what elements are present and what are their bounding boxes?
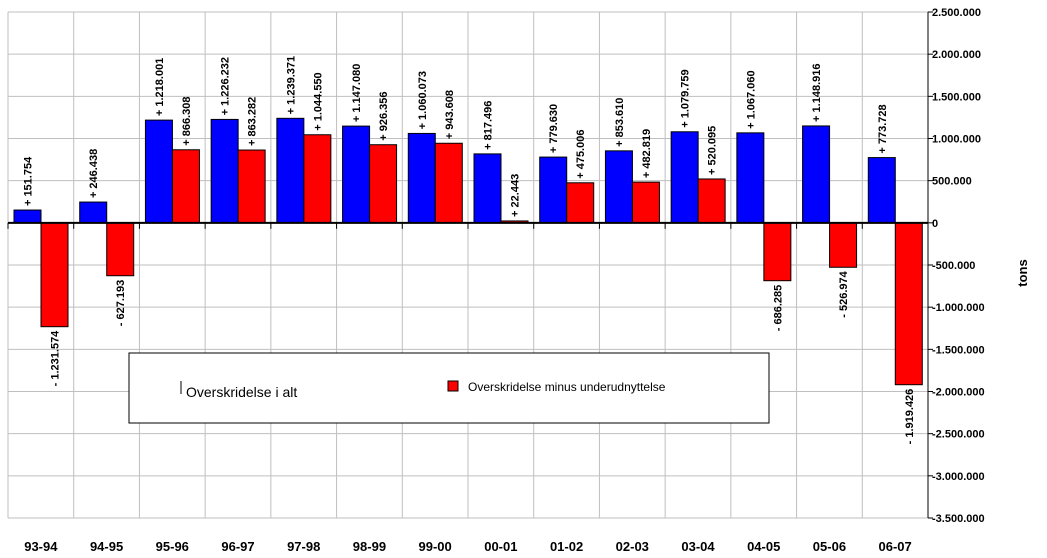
data-label-series-2: - 1.231.574 (50, 330, 62, 387)
x-category-label: 94-95 (90, 539, 123, 554)
data-labels: + 151.754 - 1.231.574 + 246.438 - 627.193 + … (23, 56, 916, 444)
bar-series-1 (867, 157, 896, 224)
bar-series-1 (539, 156, 568, 224)
y-axis-title: tons (1015, 259, 1030, 286)
x-category-label: 99-00 (419, 539, 452, 554)
bar-series-2 (434, 142, 463, 224)
data-label-series-1: + 1.148.916 (811, 64, 823, 122)
y-tick-label: 2.500.000 (932, 7, 981, 19)
legend-label-series-1: Overskridelse i alt (186, 384, 297, 400)
bar-series-1 (604, 150, 633, 224)
data-label-series-2: + 926.356 (378, 91, 390, 140)
data-label-series-1: + 1.239.371 (285, 56, 297, 114)
y-tick-label: 1.500.000 (932, 91, 981, 103)
y-tick-label: -1.500.000 (932, 344, 985, 356)
bar-series-2 (566, 182, 595, 224)
bar-series-2 (171, 149, 200, 224)
y-tick-label: -500.000 (932, 260, 975, 272)
data-label-series-2: + 943.608 (444, 90, 456, 139)
data-label-series-2: - 627.193 (115, 280, 127, 326)
y-tick-label: 2.000.000 (932, 49, 981, 61)
data-label-series-2: - 686.285 (772, 285, 784, 331)
data-label-series-1: + 1.079.759 (680, 69, 692, 127)
y-tick-label: -3.500.000 (932, 513, 985, 525)
y-tick-label: 0 (932, 218, 938, 230)
data-label-series-1: + 151.754 (23, 156, 35, 206)
bar-series-2 (697, 178, 726, 224)
y-tick-label: -1.000.000 (932, 302, 985, 314)
bar-series-2 (829, 222, 858, 268)
legend: Overskridelse i alt Overskridelse minus … (128, 352, 770, 424)
y-tick-label: 500.000 (932, 176, 972, 188)
data-label-series-2: + 866.308 (181, 97, 193, 146)
bar-series-1 (736, 132, 765, 224)
bar-series-1 (144, 119, 173, 224)
data-label-series-2: + 482.819 (641, 129, 653, 178)
bar-series-1 (407, 132, 436, 224)
x-category-label: 04-05 (747, 539, 780, 554)
x-category-label: 02-03 (616, 539, 649, 554)
bar-series-1 (802, 125, 831, 224)
bar-series-1 (13, 209, 42, 224)
bar-series-2 (763, 222, 792, 282)
bar-series-1 (79, 201, 108, 224)
y-axis: 2.500.000 2.000.000 1.500.000 1.000.000 500.… (927, 7, 985, 525)
bar-series-2 (106, 222, 135, 277)
bar-series-1 (210, 118, 239, 224)
bar-series-2 (369, 144, 398, 224)
data-label-series-2: - 1.919.426 (904, 389, 916, 445)
bar-series-1 (473, 153, 502, 224)
data-label-series-1: + 773.728 (877, 104, 889, 153)
y-tick-label: -3.000.000 (932, 471, 985, 483)
data-label-series-1: + 1.067.060 (745, 70, 757, 128)
x-category-label: 93-94 (24, 539, 58, 554)
data-label-series-1: + 1.226.232 (220, 57, 232, 115)
bar-series-2 (303, 134, 332, 224)
bar-series-1 (342, 125, 371, 224)
data-label-series-2: + 475.006 (575, 130, 587, 179)
bar-series-1 (670, 131, 699, 224)
data-label-series-1: + 246.438 (88, 149, 100, 198)
bar-series-2 (631, 181, 660, 224)
bar-series-2 (237, 149, 266, 224)
category-labels: 93-94 94-95 95-96 96-97 97-98 98-99 99-00 00-01… (24, 539, 912, 554)
data-label-series-1: + 779.630 (548, 104, 560, 153)
data-label-series-1: + 817.496 (483, 101, 495, 150)
bars (13, 117, 923, 386)
x-category-label: 06-07 (879, 539, 912, 554)
bar-series-2 (40, 222, 69, 328)
data-label-series-1: + 1.060.073 (417, 71, 429, 129)
x-category-label: 98-99 (353, 539, 386, 554)
x-category-label: 05-06 (813, 539, 846, 554)
y-tick-label: -2.000.000 (932, 387, 985, 399)
data-label-series-2: + 22.443 (510, 174, 522, 217)
bar-series-1 (276, 117, 305, 224)
legend-label-series-2: Overskridelse minus underudnyttelse (468, 380, 666, 394)
x-category-label: 97-98 (287, 539, 320, 554)
data-label-series-2: + 1.044.550 (312, 72, 324, 130)
data-label-series-1: + 1.218.001 (154, 58, 166, 116)
x-category-label: 95-96 (156, 539, 189, 554)
data-label-series-2: - 526.974 (838, 270, 850, 317)
x-category-label: 96-97 (221, 539, 254, 554)
y-tick-label: -2.500.000 (932, 429, 985, 441)
zero-axis (7, 221, 929, 229)
x-category-label: 03-04 (681, 539, 715, 554)
y-tick-label: 1.000.000 (932, 134, 981, 146)
x-category-label: 00-01 (484, 539, 517, 554)
bar-series-2 (894, 222, 923, 386)
x-category-label: 01-02 (550, 539, 583, 554)
data-label-series-1: + 1.147.080 (351, 64, 363, 122)
data-label-series-1: + 853.610 (614, 98, 626, 147)
data-label-series-2: + 863.282 (247, 97, 259, 146)
legend-marker-series-2 (447, 380, 459, 392)
data-label-series-2: + 520.095 (707, 126, 719, 175)
